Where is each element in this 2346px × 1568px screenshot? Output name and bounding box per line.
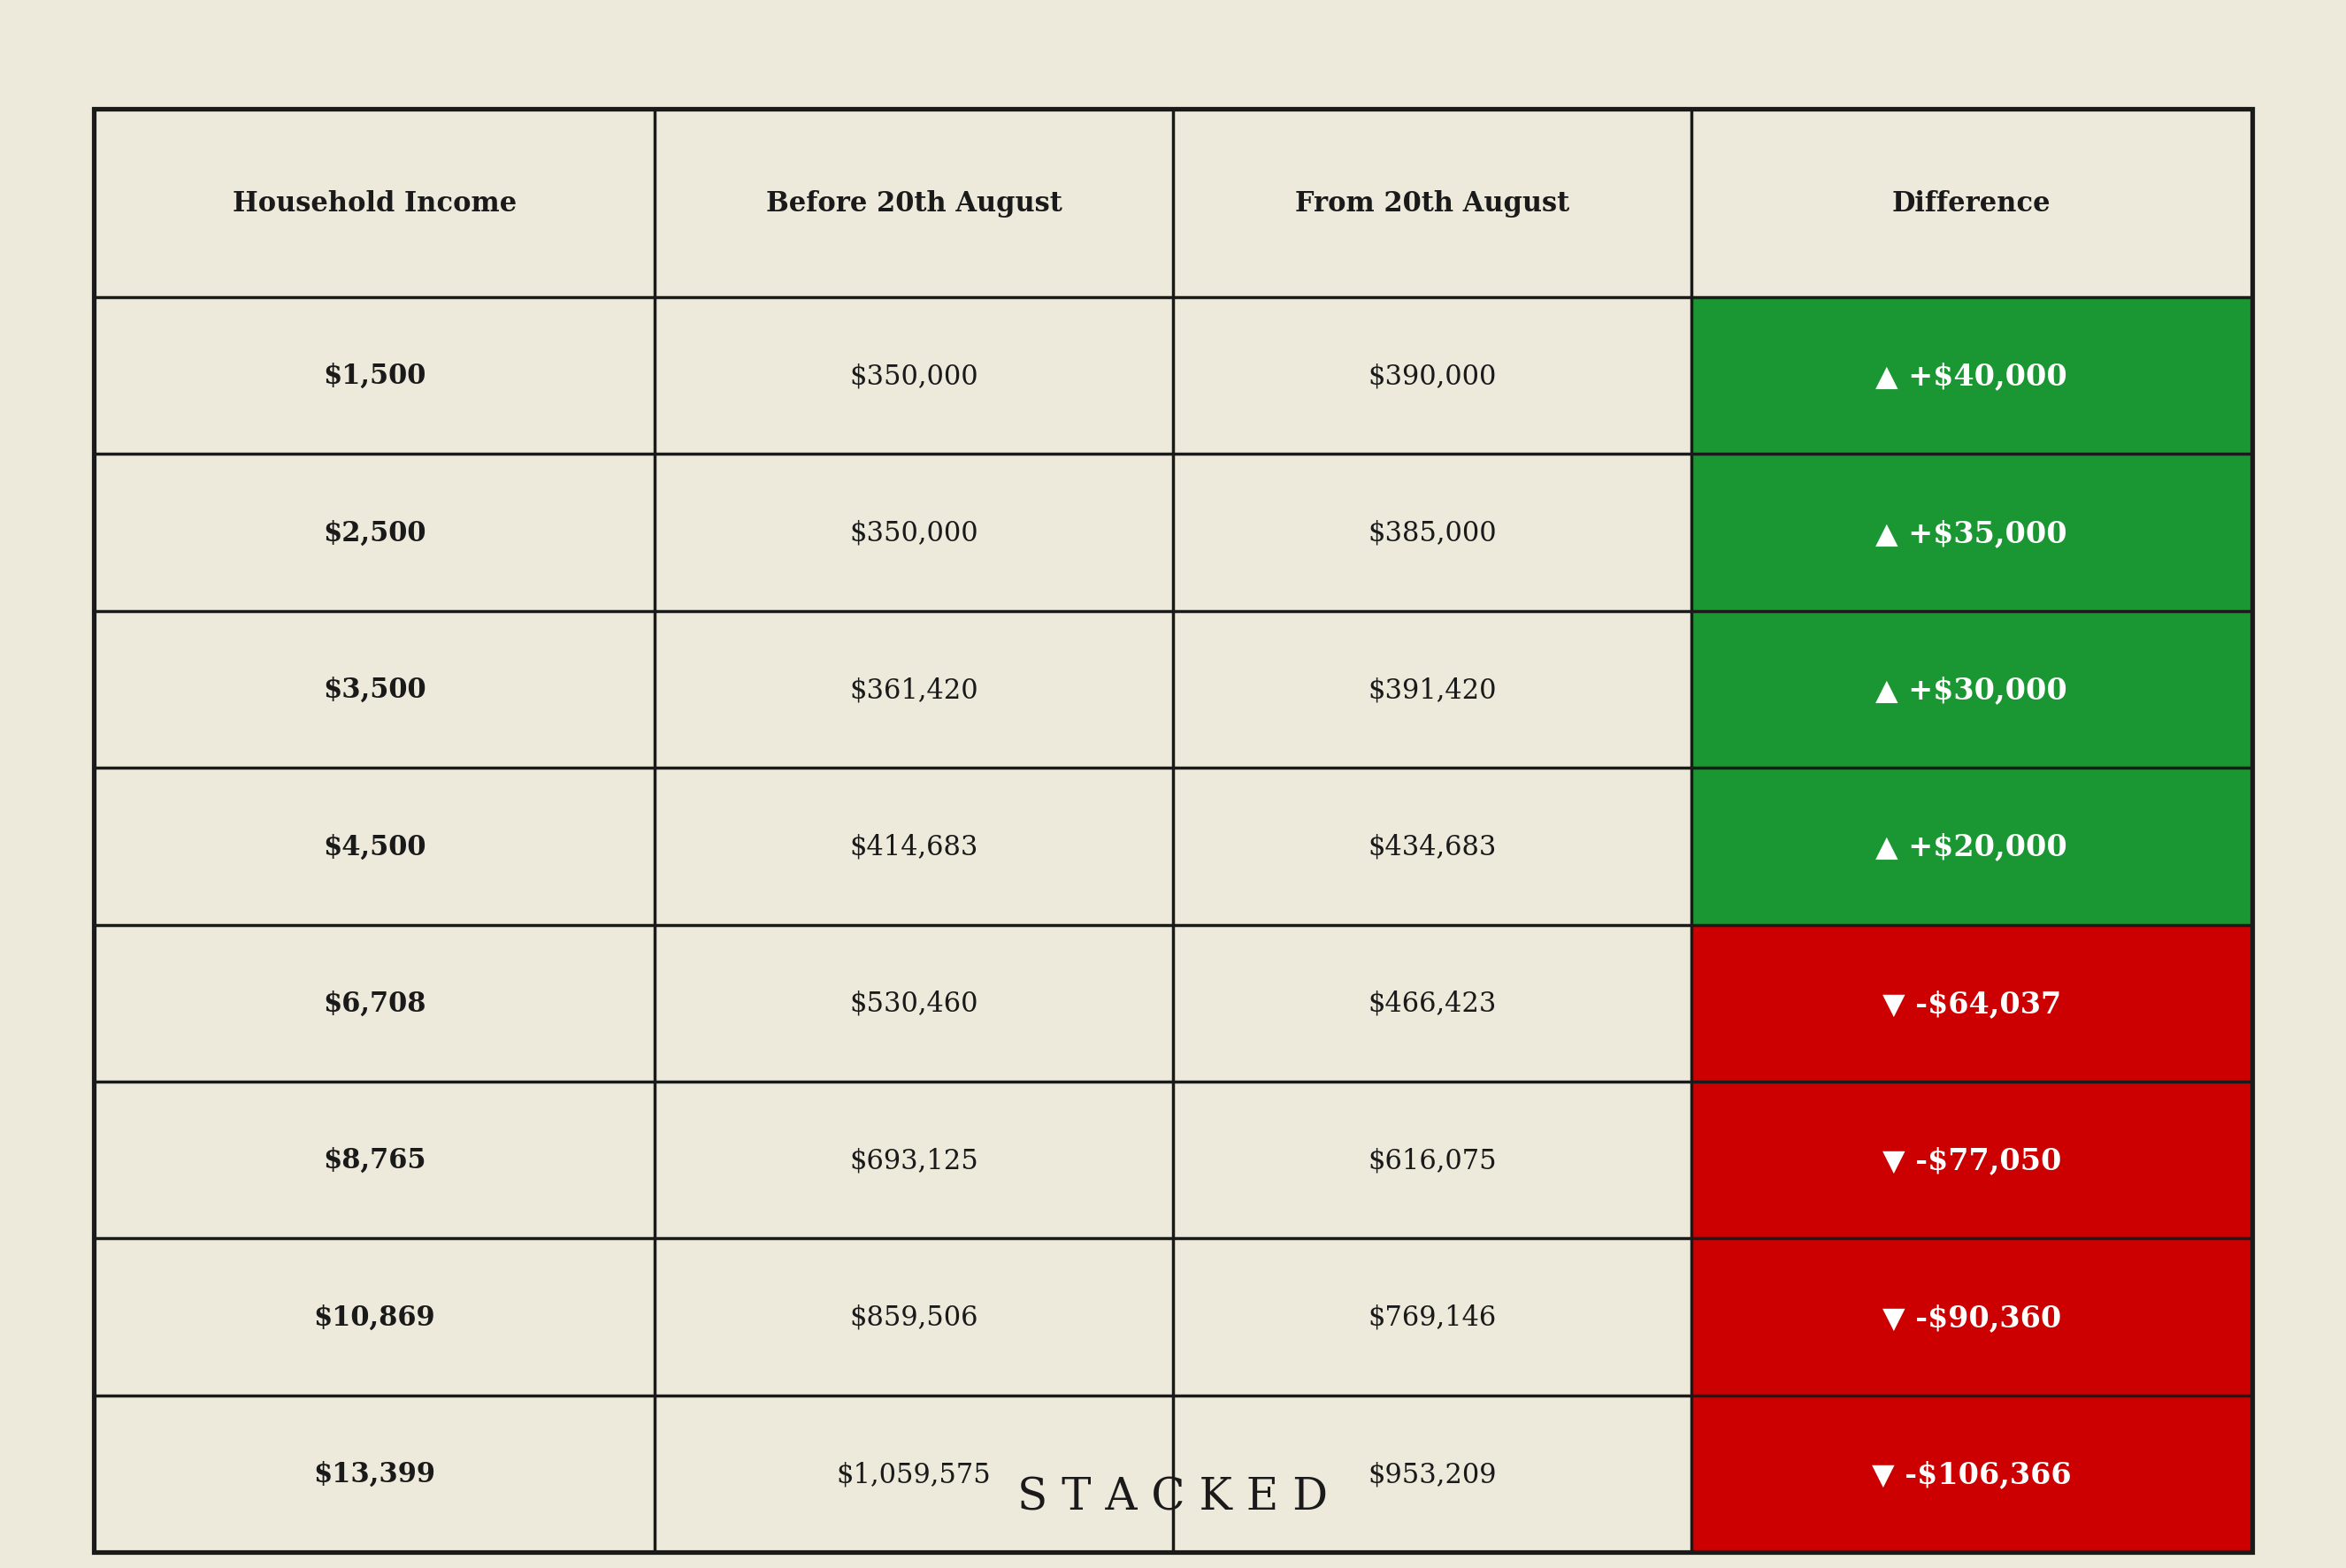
Text: $693,125: $693,125 xyxy=(849,1146,978,1174)
Text: $616,075: $616,075 xyxy=(1368,1146,1497,1174)
FancyBboxPatch shape xyxy=(94,110,2252,1552)
Text: From 20th August: From 20th August xyxy=(1295,190,1569,218)
FancyBboxPatch shape xyxy=(1691,1396,2252,1552)
Text: ▼ -$77,050: ▼ -$77,050 xyxy=(1881,1146,2062,1174)
FancyBboxPatch shape xyxy=(1691,455,2252,612)
Text: $414,683: $414,683 xyxy=(849,833,978,861)
Text: $1,500: $1,500 xyxy=(324,362,427,390)
Text: S T A C K E D: S T A C K E D xyxy=(1018,1475,1328,1519)
Text: $10,869: $10,869 xyxy=(314,1303,436,1331)
Text: $350,000: $350,000 xyxy=(849,362,978,390)
Text: $6,708: $6,708 xyxy=(324,989,427,1018)
Text: $1,059,575: $1,059,575 xyxy=(838,1460,992,1488)
Text: ▲ +$20,000: ▲ +$20,000 xyxy=(1877,833,2067,861)
Text: ▲ +$30,000: ▲ +$30,000 xyxy=(1877,676,2067,704)
FancyBboxPatch shape xyxy=(1691,612,2252,768)
Text: $350,000: $350,000 xyxy=(849,519,978,547)
Text: ▼ -$90,360: ▼ -$90,360 xyxy=(1881,1303,2062,1331)
Text: $530,460: $530,460 xyxy=(849,989,978,1018)
FancyBboxPatch shape xyxy=(1691,925,2252,1082)
Text: $4,500: $4,500 xyxy=(324,833,427,861)
Text: Difference: Difference xyxy=(1893,190,2050,218)
Text: ▼ -$64,037: ▼ -$64,037 xyxy=(1881,989,2062,1018)
Text: $434,683: $434,683 xyxy=(1368,833,1497,861)
Text: ▲ +$40,000: ▲ +$40,000 xyxy=(1877,362,2067,390)
FancyBboxPatch shape xyxy=(1691,298,2252,455)
Text: ▲ +$35,000: ▲ +$35,000 xyxy=(1877,519,2067,547)
Text: $391,420: $391,420 xyxy=(1368,676,1497,704)
Text: $390,000: $390,000 xyxy=(1368,362,1497,390)
Text: $769,146: $769,146 xyxy=(1368,1303,1497,1331)
Text: $361,420: $361,420 xyxy=(849,676,978,704)
Text: $8,765: $8,765 xyxy=(324,1146,427,1174)
FancyBboxPatch shape xyxy=(1691,768,2252,925)
FancyBboxPatch shape xyxy=(1691,1082,2252,1239)
Text: $859,506: $859,506 xyxy=(849,1303,978,1331)
Text: $3,500: $3,500 xyxy=(324,676,427,704)
Text: ▼ -$106,366: ▼ -$106,366 xyxy=(1872,1460,2072,1488)
FancyBboxPatch shape xyxy=(1691,1239,2252,1396)
Text: $2,500: $2,500 xyxy=(324,519,427,547)
Text: $13,399: $13,399 xyxy=(314,1460,436,1488)
Text: Before 20th August: Before 20th August xyxy=(765,190,1063,218)
Text: $953,209: $953,209 xyxy=(1368,1460,1497,1488)
Text: $385,000: $385,000 xyxy=(1368,519,1497,547)
Text: $466,423: $466,423 xyxy=(1368,989,1497,1018)
Text: Household Income: Household Income xyxy=(232,190,516,218)
